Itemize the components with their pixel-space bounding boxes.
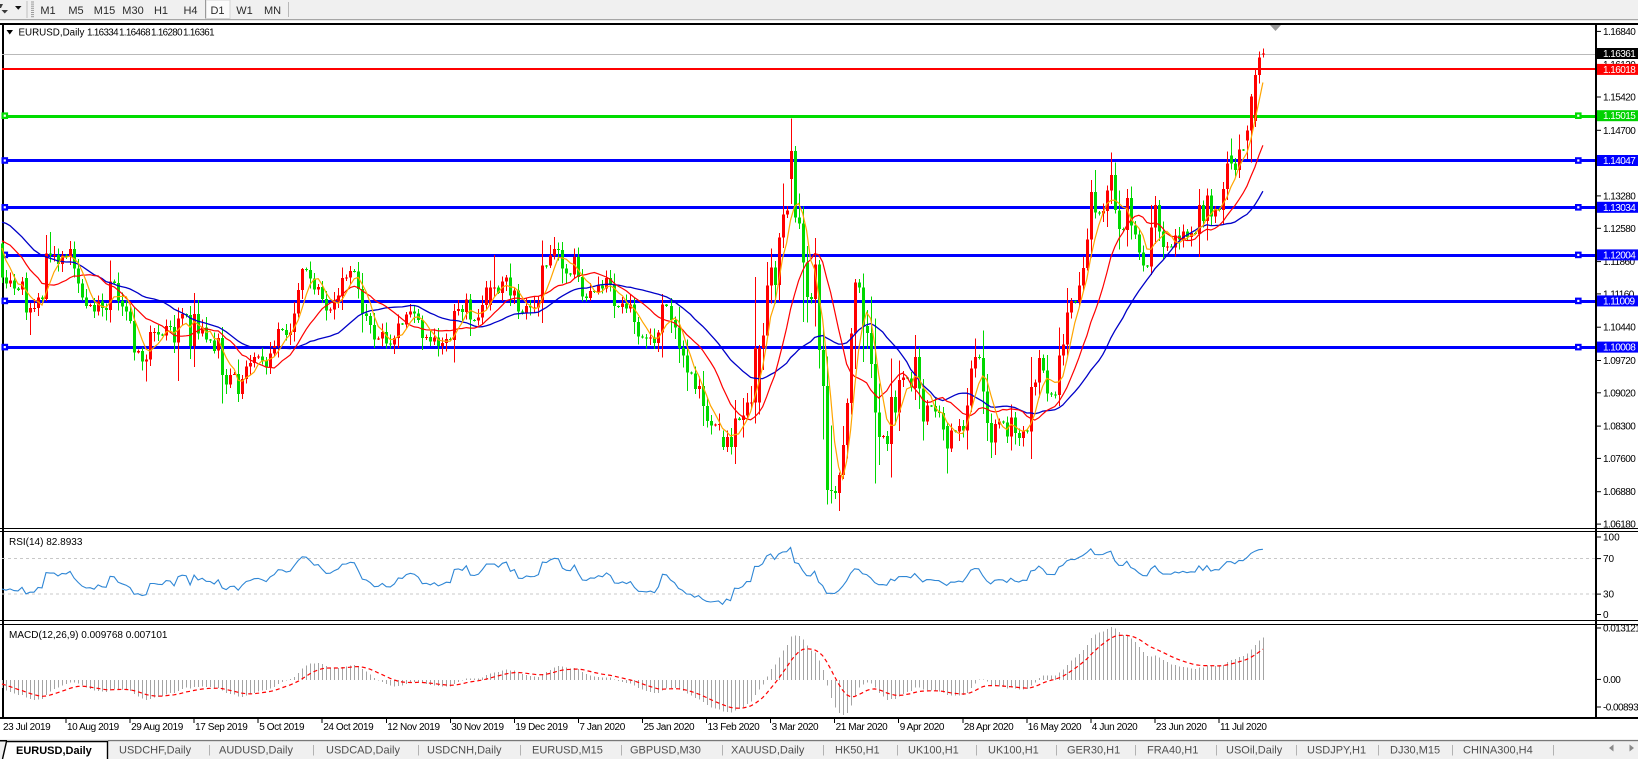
- svg-text:|: |: [417, 744, 420, 756]
- svg-text:|: |: [975, 744, 978, 756]
- svg-text:|: |: [208, 744, 211, 756]
- svg-text:USDJPY,H1: USDJPY,H1: [1307, 745, 1366, 757]
- svg-text:USDCAD,Daily: USDCAD,Daily: [326, 745, 400, 757]
- svg-text:1.12004: 1.12004: [1603, 250, 1636, 261]
- svg-text:AUDUSD,Daily: AUDUSD,Daily: [219, 745, 293, 757]
- svg-text:MN: MN: [264, 5, 281, 17]
- svg-text:1.07600: 1.07600: [1603, 454, 1636, 465]
- svg-text:XAUUSD,Daily: XAUUSD,Daily: [731, 745, 805, 757]
- svg-text:MACD(12,26,9) 0.009768 0.00710: MACD(12,26,9) 0.009768 0.007101: [9, 630, 168, 641]
- svg-text:28 Apr 2020: 28 Apr 2020: [964, 722, 1014, 733]
- svg-text:|: |: [721, 744, 724, 756]
- svg-text:CHINA300,H4: CHINA300,H4: [1463, 745, 1533, 757]
- svg-text:|: |: [519, 744, 522, 756]
- svg-text:|: |: [1451, 744, 1454, 756]
- svg-text:GBPUSD,M30: GBPUSD,M30: [630, 745, 701, 757]
- svg-text:|: |: [1377, 744, 1380, 756]
- svg-text:FRA40,H1: FRA40,H1: [1147, 745, 1198, 757]
- svg-text:D1: D1: [210, 5, 224, 17]
- svg-text:13 Feb 2020: 13 Feb 2020: [708, 722, 761, 733]
- svg-text:USDCNH,Daily: USDCNH,Daily: [427, 745, 502, 757]
- svg-text:1.13280: 1.13280: [1603, 191, 1636, 202]
- svg-text:EURUSD,Daily: EURUSD,Daily: [19, 28, 85, 39]
- svg-text:1.11860: 1.11860: [1603, 257, 1636, 268]
- svg-text:HK50,H1: HK50,H1: [835, 745, 880, 757]
- svg-text:1.16361: 1.16361: [1603, 49, 1636, 60]
- svg-text:1.16334: 1.16334: [87, 28, 119, 39]
- svg-text:1.13034: 1.13034: [1603, 203, 1636, 214]
- svg-text:1.15420: 1.15420: [1603, 93, 1636, 104]
- svg-text:10 Aug 2019: 10 Aug 2019: [67, 722, 120, 733]
- svg-text:70: 70: [1603, 554, 1615, 565]
- svg-text:1.16361: 1.16361: [183, 28, 214, 39]
- svg-text:30: 30: [1603, 590, 1615, 601]
- svg-text:9 Apr 2020: 9 Apr 2020: [900, 722, 945, 733]
- svg-text:EURUSD,Daily: EURUSD,Daily: [16, 745, 93, 757]
- svg-text:7 Jan 2020: 7 Jan 2020: [579, 722, 625, 733]
- svg-text:RSI(14) 82.8933: RSI(14) 82.8933: [9, 537, 83, 548]
- svg-text:1.10440: 1.10440: [1603, 323, 1636, 334]
- svg-text:1.11009: 1.11009: [1603, 296, 1636, 307]
- svg-text:0: 0: [1603, 610, 1609, 621]
- svg-text:1.16840: 1.16840: [1603, 27, 1636, 38]
- svg-text:1.14047: 1.14047: [1603, 156, 1636, 167]
- svg-text:17 Sep 2019: 17 Sep 2019: [195, 722, 248, 733]
- svg-text:11 Jul 2020: 11 Jul 2020: [1220, 722, 1267, 733]
- svg-text:1.15015: 1.15015: [1603, 111, 1636, 122]
- svg-text:0.00: 0.00: [1603, 675, 1621, 686]
- svg-text:USOil,Daily: USOil,Daily: [1226, 745, 1283, 757]
- svg-text:1.09720: 1.09720: [1603, 356, 1636, 367]
- svg-text:30 Nov 2019: 30 Nov 2019: [451, 722, 504, 733]
- svg-text:3 Mar 2020: 3 Mar 2020: [772, 722, 819, 733]
- svg-text:|: |: [896, 744, 899, 756]
- svg-text:W1: W1: [236, 5, 253, 17]
- svg-text:19 Dec 2019: 19 Dec 2019: [515, 722, 568, 733]
- svg-text:12 Nov 2019: 12 Nov 2019: [387, 722, 440, 733]
- svg-text:1.16280: 1.16280: [151, 28, 183, 39]
- svg-text:DJ30,M15: DJ30,M15: [1390, 745, 1440, 757]
- svg-text:1.08300: 1.08300: [1603, 422, 1636, 433]
- svg-text:4 Jun 2020: 4 Jun 2020: [1092, 722, 1138, 733]
- svg-text:|: |: [1055, 744, 1058, 756]
- svg-text:M1: M1: [40, 5, 55, 17]
- svg-text:UK100,H1: UK100,H1: [988, 745, 1039, 757]
- svg-text:1.11160: 1.11160: [1603, 289, 1635, 300]
- svg-text:H4: H4: [183, 5, 197, 17]
- svg-text:100: 100: [1603, 533, 1620, 544]
- svg-text:1.16018: 1.16018: [1603, 65, 1636, 76]
- svg-text:1.12580: 1.12580: [1603, 224, 1636, 235]
- svg-text:|: |: [822, 744, 825, 756]
- svg-text:1.14700: 1.14700: [1603, 126, 1636, 137]
- svg-text:21 Mar 2020: 21 Mar 2020: [836, 722, 889, 733]
- svg-text:23 Jul 2019: 23 Jul 2019: [3, 722, 51, 733]
- svg-text:-0.008933: -0.008933: [1603, 703, 1638, 714]
- svg-text:29 Aug 2019: 29 Aug 2019: [131, 722, 184, 733]
- svg-text:1.16468: 1.16468: [119, 28, 151, 39]
- svg-text:24 Oct 2019: 24 Oct 2019: [323, 722, 374, 733]
- svg-text:1.09020: 1.09020: [1603, 388, 1636, 399]
- svg-text:23 Jun 2020: 23 Jun 2020: [1156, 722, 1207, 733]
- svg-text:1.10008: 1.10008: [1603, 343, 1636, 354]
- svg-text:|: |: [312, 744, 315, 756]
- svg-text:|: |: [620, 744, 623, 756]
- svg-text:1.06180: 1.06180: [1603, 520, 1636, 531]
- svg-text:0.013121: 0.013121: [1603, 624, 1638, 635]
- svg-text:GER30,H1: GER30,H1: [1067, 745, 1120, 757]
- svg-text:1.06880: 1.06880: [1603, 487, 1636, 498]
- svg-text:USDCHF,Daily: USDCHF,Daily: [119, 745, 192, 757]
- svg-text:M30: M30: [122, 5, 143, 17]
- svg-text:M5: M5: [68, 5, 83, 17]
- svg-text:UK100,H1: UK100,H1: [908, 745, 959, 757]
- svg-text:|: |: [1295, 744, 1298, 756]
- svg-text:H1: H1: [154, 5, 168, 17]
- svg-text:|: |: [1215, 744, 1218, 756]
- svg-text:EURUSD,M15: EURUSD,M15: [532, 745, 603, 757]
- svg-text:|: |: [1134, 744, 1137, 756]
- svg-text:|: |: [1552, 744, 1555, 756]
- svg-text:M15: M15: [94, 5, 115, 17]
- svg-text:25 Jan 2020: 25 Jan 2020: [644, 722, 695, 733]
- svg-text:5 Oct 2019: 5 Oct 2019: [259, 722, 305, 733]
- svg-text:16 May 2020: 16 May 2020: [1028, 722, 1082, 733]
